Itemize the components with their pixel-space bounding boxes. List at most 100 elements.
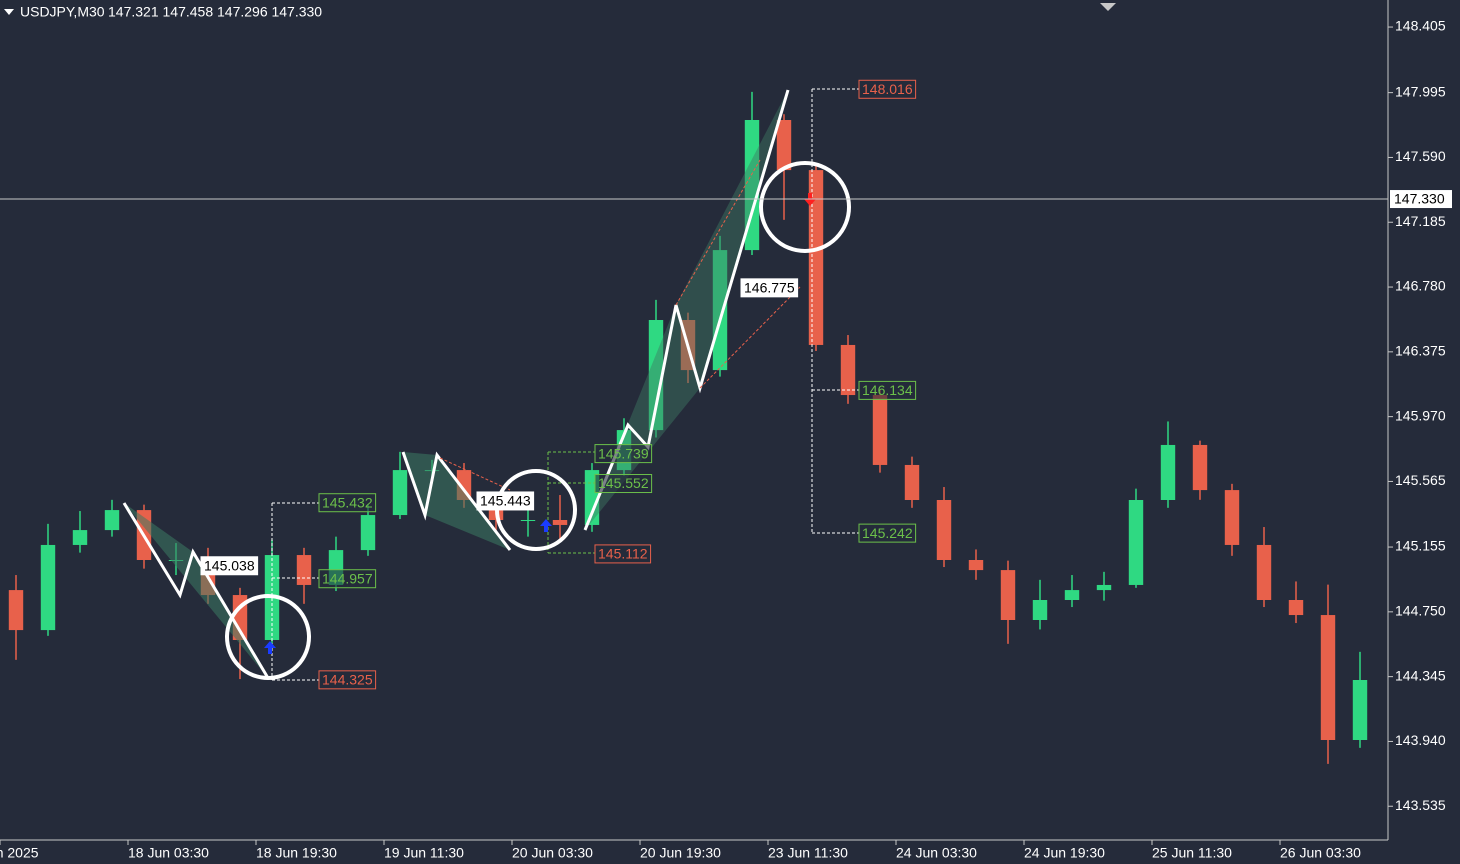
price-label-box — [318, 569, 377, 589]
x-tick-label: 17 Jun 2025 — [0, 845, 39, 861]
annotations: 148.016 146.134 145.242 146.775 145.739 145.5… — [200, 79, 917, 690]
y-tick-label: 144.345 — [1395, 667, 1446, 683]
candle-body — [104, 510, 120, 531]
y-tick-label: 145.970 — [1395, 407, 1446, 423]
current-price-box — [1390, 190, 1452, 209]
candle-body — [1288, 600, 1304, 616]
price-label: 146.134 — [862, 382, 913, 398]
price-label: 145.038 — [204, 557, 255, 573]
candle-body — [1032, 600, 1048, 620]
candle-body — [8, 590, 24, 631]
candle-body — [936, 500, 952, 560]
pattern-area — [403, 452, 510, 550]
y-tick-label: 144.750 — [1395, 603, 1446, 619]
candle-body — [1000, 570, 1016, 620]
symbol: USDJPY,M30 — [20, 4, 105, 20]
price-label-box — [594, 474, 653, 494]
zigzag — [583, 89, 790, 531]
price-label-box — [858, 380, 917, 400]
candle-body — [1160, 444, 1176, 500]
candle-body — [712, 250, 728, 371]
price-label: 145.739 — [598, 445, 649, 461]
price-label: 144.325 — [322, 672, 373, 688]
x-tick-label: 24 Jun 19:30 — [1024, 845, 1105, 861]
x-tick-label: 18 Jun 03:30 — [128, 845, 209, 861]
quote: 147.321 147.458 147.296 147.330 — [108, 4, 322, 20]
y-tick-label: 143.940 — [1395, 732, 1446, 748]
candle-body — [872, 395, 888, 465]
shift-marker — [1100, 3, 1116, 11]
highlight-circle — [759, 161, 851, 253]
pattern-area — [124, 503, 268, 678]
guide-lines — [271, 88, 859, 681]
price-label: 145.552 — [598, 475, 649, 491]
x-tick-label: 20 Jun 03:30 — [512, 845, 593, 861]
candle-body — [1224, 490, 1240, 545]
x-tick-label: 24 Jun 03:30 — [896, 845, 977, 861]
candle-body — [1320, 615, 1336, 740]
guide — [811, 88, 859, 534]
price-label-box — [858, 523, 917, 543]
buy-arrow — [264, 641, 276, 654]
candle-body — [360, 515, 376, 551]
y-tick-label: 147.590 — [1395, 148, 1446, 164]
price-label: 145.432 — [322, 494, 373, 510]
price-label: 144.957 — [322, 570, 373, 586]
price-label-box — [594, 444, 653, 464]
price-label-box — [318, 670, 377, 690]
y-tick-label: 147.185 — [1395, 213, 1446, 229]
y-tick-label: 146.375 — [1395, 343, 1446, 359]
highlight-circle — [225, 594, 311, 680]
zigzag — [122, 502, 270, 679]
y-tick-label: 143.535 — [1395, 797, 1446, 813]
price-label-box — [858, 79, 917, 99]
x-tick-label: 26 Jun 03:30 — [1280, 845, 1361, 861]
y-tick-label: 147.995 — [1395, 83, 1446, 99]
candle-body — [904, 464, 920, 500]
price-label: 146.775 — [744, 280, 795, 296]
price-label: 145.242 — [862, 525, 913, 541]
candle-body — [648, 320, 664, 431]
candle-body — [392, 470, 408, 516]
price-label: 148.016 — [862, 81, 913, 97]
price-label-box — [740, 278, 799, 298]
guide — [439, 159, 801, 491]
y-tick-label: 146.780 — [1395, 278, 1446, 294]
candle-body — [296, 555, 312, 585]
candle-body — [1352, 680, 1368, 740]
y-tick-label: 148.405 — [1395, 18, 1446, 34]
candle-body — [40, 544, 56, 631]
price-label-box — [200, 556, 259, 576]
price-label: 145.443 — [480, 493, 531, 509]
x-tick-label: 20 Jun 19:30 — [640, 845, 721, 861]
candle-body — [840, 344, 856, 396]
x-tick-label: 19 Jun 11:30 — [384, 845, 464, 861]
candle-body — [744, 120, 760, 251]
price-label-box — [318, 493, 377, 513]
menu-triangle — [4, 9, 14, 15]
guide — [547, 451, 595, 554]
y-tick-label: 145.155 — [1395, 538, 1446, 554]
candle-body — [968, 560, 984, 571]
candle-body — [520, 520, 536, 521]
candle-body — [1128, 500, 1144, 585]
x-tick-label: 23 Jun 11:30 — [768, 845, 848, 861]
candle-body — [552, 520, 568, 525]
candle-body — [72, 530, 88, 545]
current-price-label: 147.330 — [1394, 191, 1445, 207]
buy-arrow — [540, 519, 552, 532]
candle-body — [1064, 590, 1080, 600]
price-label-box — [594, 544, 652, 564]
zigzag — [401, 451, 512, 551]
price-label: 145.112 — [598, 546, 648, 562]
x-tick-label: 25 Jun 11:30 — [1152, 845, 1232, 861]
candle-body — [776, 120, 792, 171]
y-tick-label: 145.565 — [1395, 472, 1446, 488]
candle-body — [1192, 444, 1208, 491]
x-tick-label: 18 Jun 19:30 — [256, 845, 337, 861]
price-label-box — [476, 491, 535, 511]
candle-body — [1256, 544, 1272, 600]
